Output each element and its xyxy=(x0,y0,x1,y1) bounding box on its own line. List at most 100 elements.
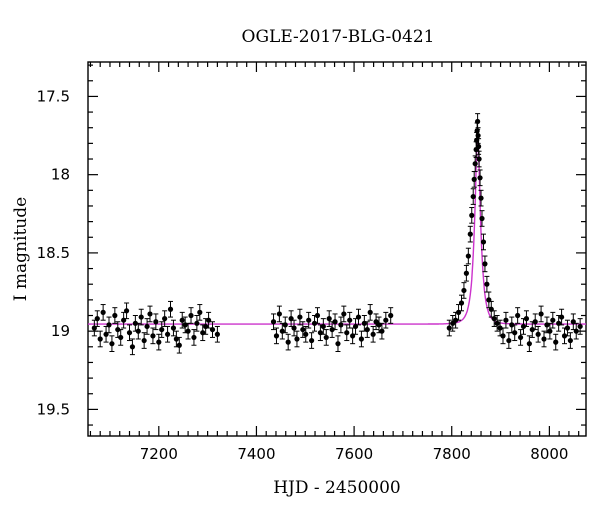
data-point xyxy=(282,322,288,328)
data-point xyxy=(170,325,177,331)
data-point xyxy=(506,337,512,344)
data-point xyxy=(364,326,370,333)
data-point xyxy=(303,331,309,337)
data-point xyxy=(564,325,571,331)
data-point xyxy=(135,328,141,334)
data-point xyxy=(469,212,475,218)
y-tick-label: 17.5 xyxy=(37,87,70,105)
data-point xyxy=(478,195,484,201)
data-point xyxy=(323,334,329,341)
data-point xyxy=(465,253,471,259)
data-point xyxy=(194,320,200,326)
data-point xyxy=(379,328,385,334)
data-point xyxy=(309,337,315,344)
data-point xyxy=(470,193,476,200)
data-point xyxy=(112,312,118,319)
data-point xyxy=(179,317,185,323)
data-point xyxy=(100,309,106,315)
data-point xyxy=(300,326,306,333)
data-point xyxy=(475,132,481,139)
data-point xyxy=(577,323,583,330)
data-point xyxy=(335,341,341,347)
data-point xyxy=(341,311,347,317)
data-point xyxy=(191,334,197,341)
data-point xyxy=(467,231,473,237)
data-point xyxy=(320,323,326,330)
chart-title: OGLE-2017-BLG-0421 xyxy=(242,27,435,47)
data-point xyxy=(306,317,312,323)
data-point xyxy=(388,312,394,319)
data-point xyxy=(156,339,162,345)
data-point xyxy=(97,336,103,342)
data-point xyxy=(500,333,506,339)
data-point xyxy=(446,325,452,331)
data-point xyxy=(147,311,153,317)
data-point xyxy=(553,339,559,345)
data-point xyxy=(479,215,485,222)
x-axis-label: HJD - 2450000 xyxy=(273,478,401,498)
data-points xyxy=(91,113,583,356)
data-point xyxy=(355,314,362,320)
data-point xyxy=(214,331,220,337)
data-point xyxy=(106,322,112,328)
x-tick-label: 7600 xyxy=(335,445,373,463)
data-point xyxy=(159,326,165,333)
data-point xyxy=(332,319,338,325)
data-point xyxy=(338,322,344,328)
y-tick-label: 18.5 xyxy=(37,244,70,262)
data-point xyxy=(471,176,477,182)
y-tick-label: 19 xyxy=(51,322,70,340)
data-point xyxy=(153,319,159,325)
data-point xyxy=(484,281,490,287)
data-point xyxy=(494,320,500,326)
x-tick-label: 8000 xyxy=(530,445,568,463)
data-point xyxy=(475,118,481,125)
data-point xyxy=(344,330,350,336)
data-point xyxy=(294,336,300,342)
data-point xyxy=(326,316,332,322)
data-point xyxy=(463,270,469,276)
data-point xyxy=(276,311,282,317)
data-point xyxy=(94,316,100,322)
data-point xyxy=(509,322,515,328)
data-point xyxy=(118,334,124,341)
data-point xyxy=(476,156,482,162)
data-point xyxy=(547,328,553,334)
data-point xyxy=(538,311,544,317)
data-point xyxy=(329,326,335,333)
data-point xyxy=(472,161,478,167)
data-point xyxy=(497,325,503,331)
data-point xyxy=(526,341,532,347)
data-point xyxy=(205,317,212,323)
data-point xyxy=(297,314,303,320)
data-point xyxy=(138,314,144,320)
data-point xyxy=(520,323,527,330)
data-point xyxy=(162,316,168,322)
data-point xyxy=(129,344,136,350)
y-axis-label: I magnitude xyxy=(11,197,31,301)
data-point xyxy=(144,323,150,330)
x-tick-label: 7800 xyxy=(433,445,471,463)
data-point xyxy=(115,326,121,333)
data-point xyxy=(185,328,191,334)
data-point xyxy=(458,300,465,306)
data-point xyxy=(314,312,321,319)
data-point xyxy=(176,342,182,348)
data-point xyxy=(132,320,138,326)
data-point xyxy=(291,325,297,331)
data-point xyxy=(197,309,203,315)
y-tick-label: 19.5 xyxy=(37,400,70,418)
data-point xyxy=(370,331,376,337)
x-tick-label: 7200 xyxy=(140,445,178,463)
data-point xyxy=(523,316,530,322)
data-point xyxy=(561,333,568,339)
data-point xyxy=(109,341,115,347)
data-point xyxy=(532,319,538,325)
data-point xyxy=(558,314,565,320)
data-point xyxy=(475,143,482,150)
data-point xyxy=(477,175,483,181)
data-point xyxy=(123,308,130,314)
data-point xyxy=(491,316,497,322)
y-tick-label: 18 xyxy=(51,166,70,184)
